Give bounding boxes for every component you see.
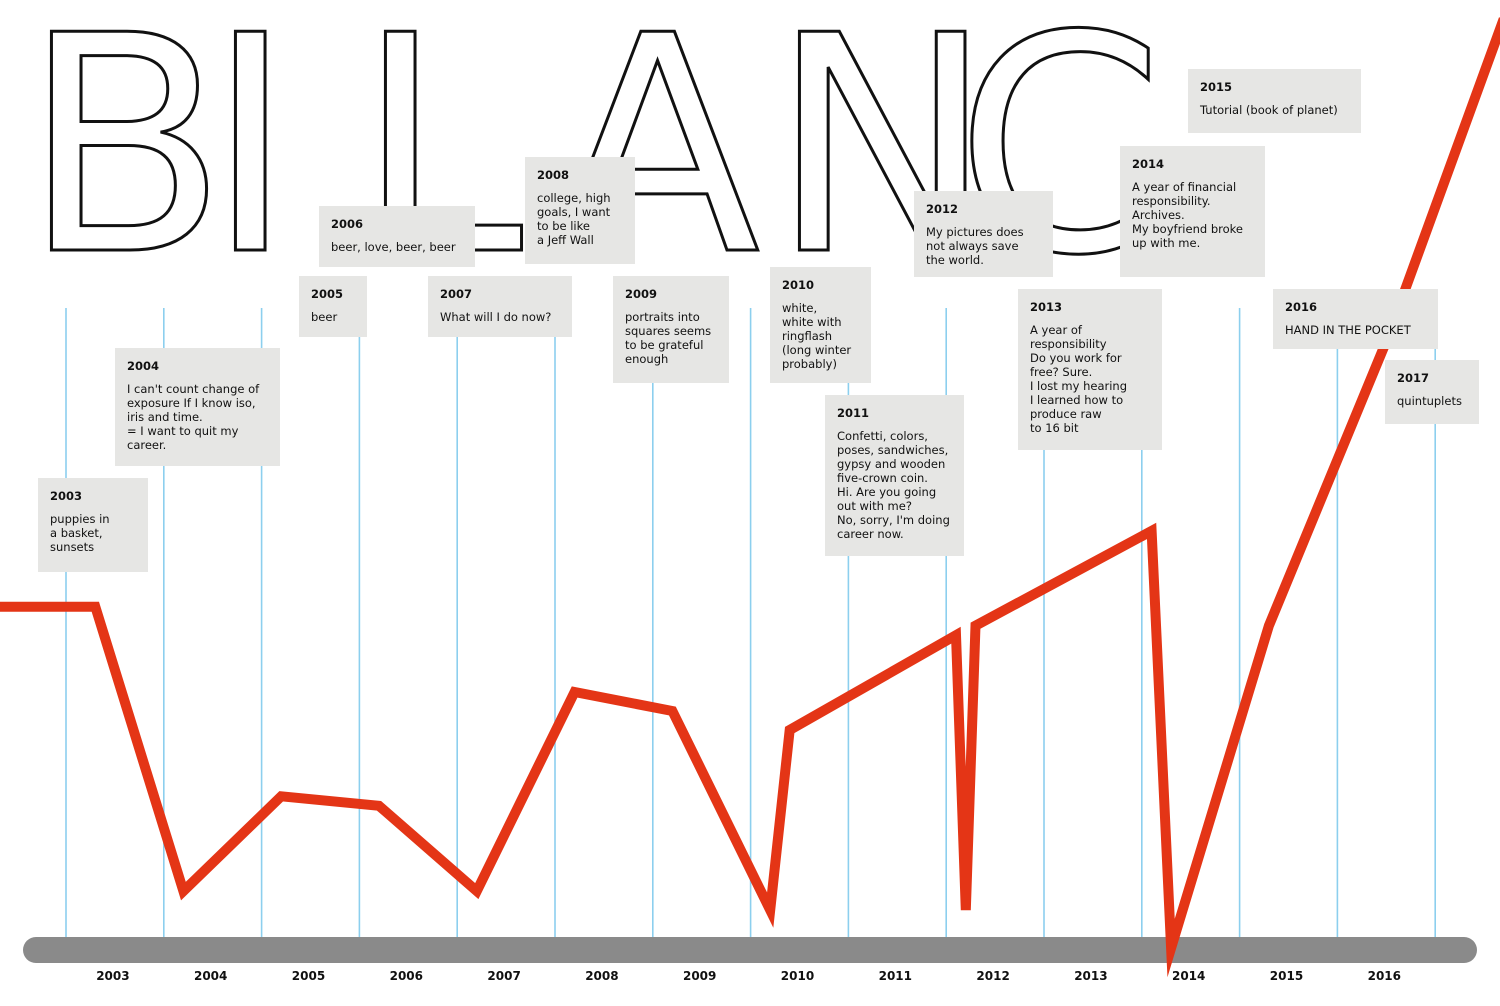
tick-label-2011: 2011 — [879, 969, 912, 983]
note-year: 2017 — [1397, 371, 1430, 385]
note-text: A year of responsibility Do you work for… — [1030, 323, 1128, 435]
tick-label-2007: 2007 — [487, 969, 520, 983]
x-axis-tick-labels: 2003 2004 2005 2006 2007 2008 2009 2010 2011 2012… — [96, 969, 1401, 983]
series-line — [0, 17, 1500, 978]
note-text: Tutorial (book of planet) — [1200, 103, 1338, 117]
note-text: white, white with ringflash (long winter… — [782, 301, 852, 371]
note-text: puppies in a basket, sunsets — [50, 512, 110, 554]
note-year: 2014 — [1132, 157, 1165, 171]
note-text: My pictures does not always save the wor… — [926, 225, 1024, 267]
note-2016: 2016 HAND IN THE POCKET — [1273, 289, 1438, 349]
note-2009: 2009 portraits into squares seems to be g… — [613, 276, 729, 383]
note-year: 2005 — [311, 287, 344, 301]
tick-label-2005: 2005 — [292, 969, 325, 983]
title-letter-i: I — [206, 0, 294, 321]
note-year: 2013 — [1030, 300, 1063, 314]
note-year: 2003 — [50, 489, 83, 503]
note-2005: 2005 beer — [299, 276, 367, 337]
note-2003: 2003 puppies in a basket, sunsets — [38, 478, 148, 572]
tick-label-2008: 2008 — [585, 969, 618, 983]
note-2012: 2012 My pictures does not always save the… — [914, 191, 1053, 277]
tick-label-2009: 2009 — [683, 969, 716, 983]
note-text: beer — [311, 310, 338, 324]
note-text: college, high goals, I want to be like a… — [537, 191, 611, 247]
note-2011: 2011 Confetti, colors, poses, sandwiches,… — [825, 395, 964, 556]
note-year: 2011 — [837, 406, 870, 420]
tick-label-2004: 2004 — [194, 969, 227, 983]
note-year: 2009 — [625, 287, 658, 301]
note-year: 2007 — [440, 287, 473, 301]
note-year: 2004 — [127, 359, 160, 373]
tick-label-2010: 2010 — [781, 969, 814, 983]
note-year: 2015 — [1200, 80, 1233, 94]
tick-label-2006: 2006 — [390, 969, 423, 983]
note-text: portraits into squares seems to be grate… — [625, 310, 712, 366]
tick-label-2013: 2013 — [1074, 969, 1107, 983]
note-text: I can't count change of exposure If I kn… — [127, 382, 260, 452]
note-text: A year of financial responsibility. Arch… — [1132, 180, 1243, 250]
note-text: Confetti, colors, poses, sandwiches, gyp… — [837, 429, 950, 541]
note-2008: 2008 college, high goals, I want to be li… — [525, 157, 635, 264]
note-2017: 2017 quintuplets — [1385, 360, 1479, 424]
note-text: What will I do now? — [440, 310, 552, 324]
note-year: 2008 — [537, 168, 570, 182]
note-2007: 2007 What will I do now? — [428, 276, 572, 337]
note-text: quintuplets — [1397, 394, 1462, 408]
note-year: 2010 — [782, 278, 815, 292]
note-2013: 2013 A year of responsibility Do you work… — [1018, 289, 1162, 450]
note-text: HAND IN THE POCKET — [1285, 323, 1411, 337]
note-year: 2006 — [331, 217, 364, 231]
note-2014: 2014 A year of financial responsibility. … — [1120, 146, 1265, 277]
title-letters: BI L A NC — [21, 0, 1166, 323]
note-text: beer, love, beer, beer — [331, 240, 456, 254]
tick-label-2012: 2012 — [976, 969, 1009, 983]
note-2010: 2010 white, white with ringflash (long wi… — [770, 267, 871, 383]
tick-label-2014: 2014 — [1172, 969, 1205, 983]
note-year: 2016 — [1285, 300, 1318, 314]
title-letter-b: B — [22, 0, 228, 321]
note-2004: 2004 I can't count change of exposure If … — [115, 348, 280, 466]
tick-label-2015: 2015 — [1270, 969, 1303, 983]
note-2006: 2006 beer, love, beer, beer — [319, 206, 475, 267]
tick-label-2003: 2003 — [96, 969, 129, 983]
tick-label-2016: 2016 — [1368, 969, 1401, 983]
title-letter-l: L — [356, 0, 525, 321]
note-year: 2012 — [926, 202, 959, 216]
note-2015: 2015 Tutorial (book of planet) — [1188, 69, 1361, 133]
